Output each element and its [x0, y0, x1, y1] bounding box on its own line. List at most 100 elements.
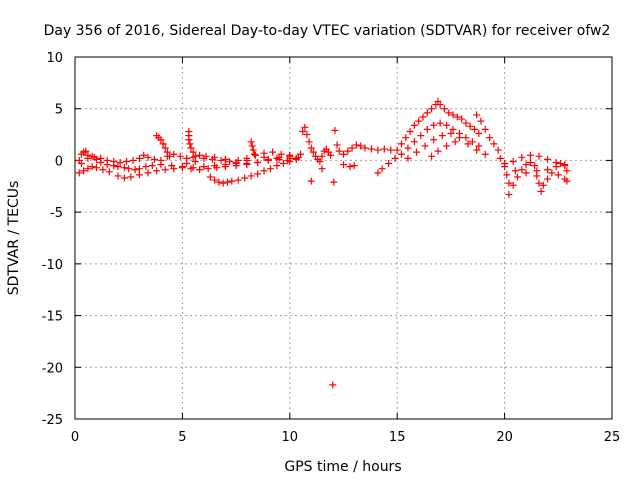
data-point	[82, 147, 90, 155]
data-point	[327, 151, 335, 159]
data-point	[161, 144, 169, 152]
data-point	[505, 191, 513, 199]
data-point	[211, 176, 219, 184]
x-tick-label: 20	[496, 430, 513, 445]
data-point	[228, 177, 236, 185]
data-point	[475, 130, 483, 138]
data-point	[393, 146, 401, 154]
data-point	[217, 156, 225, 164]
data-point	[458, 115, 466, 123]
data-point	[475, 142, 483, 150]
data-point	[397, 150, 405, 158]
data-point	[144, 169, 152, 177]
data-point	[307, 177, 315, 185]
data-point	[123, 157, 131, 165]
data-point	[329, 381, 337, 389]
data-point	[191, 157, 199, 165]
data-point	[374, 146, 382, 154]
data-point	[186, 140, 194, 148]
data-point	[99, 166, 107, 174]
data-point	[544, 155, 552, 163]
data-point	[445, 109, 453, 117]
data-point	[204, 165, 212, 173]
data-point	[415, 117, 423, 125]
data-point	[279, 160, 287, 168]
data-point	[438, 132, 446, 140]
data-point	[344, 147, 352, 155]
x-axis-ticks: 0 5 10 15 20 25	[71, 57, 620, 445]
data-point	[464, 140, 472, 148]
data-point	[428, 152, 436, 160]
data-point	[226, 157, 234, 165]
data-point	[131, 166, 139, 174]
data-point	[348, 144, 356, 152]
data-point	[120, 164, 128, 172]
data-point	[391, 154, 399, 162]
data-point	[187, 144, 195, 152]
data-point	[361, 144, 369, 152]
data-point	[548, 169, 556, 177]
data-point	[301, 123, 309, 131]
data-point	[477, 117, 485, 125]
data-point	[563, 167, 571, 175]
data-point	[522, 161, 530, 169]
y-tick-label: -15	[42, 310, 63, 325]
y-tick-label: 0	[55, 154, 63, 169]
data-point	[187, 165, 195, 173]
data-point	[273, 162, 281, 170]
data-point	[387, 146, 395, 154]
data-point	[423, 125, 431, 133]
data-point	[75, 169, 83, 177]
data-point	[150, 155, 158, 163]
data-point	[404, 154, 412, 162]
data-point	[215, 178, 223, 186]
data-point	[142, 163, 150, 171]
data-point	[157, 136, 165, 144]
grid-lines	[75, 57, 612, 419]
data-point	[449, 111, 457, 119]
data-point	[511, 167, 519, 175]
data-point	[161, 166, 169, 174]
x-tick-label: 0	[71, 430, 79, 445]
data-point	[120, 174, 128, 182]
data-point	[333, 141, 341, 149]
data-point	[92, 164, 100, 172]
data-point	[125, 165, 133, 173]
data-point	[421, 142, 429, 150]
data-point	[264, 155, 272, 163]
data-point	[533, 167, 541, 175]
data-point	[436, 119, 444, 127]
data-point	[518, 153, 526, 161]
data-point	[378, 165, 386, 173]
data-point	[535, 179, 543, 187]
y-axis-ticks: 10 5 0 -5 -10 -15 -20 -25	[42, 51, 612, 428]
data-point	[335, 147, 343, 155]
data-point	[105, 168, 113, 176]
data-point	[297, 150, 305, 158]
data-point	[213, 164, 221, 172]
data-point	[537, 187, 545, 195]
data-point	[135, 165, 143, 173]
data-point	[544, 175, 552, 183]
data-point	[417, 132, 425, 140]
data-point	[135, 171, 143, 179]
data-point	[114, 163, 122, 171]
data-point	[430, 121, 438, 129]
data-point	[200, 163, 208, 171]
data-point	[350, 162, 358, 170]
data-point	[526, 158, 534, 166]
x-tick-label: 15	[389, 430, 406, 445]
data-point	[178, 164, 186, 172]
data-point	[219, 179, 227, 187]
data-point	[423, 109, 431, 117]
data-point	[522, 169, 530, 177]
data-point	[430, 136, 438, 144]
data-point	[471, 125, 479, 133]
data-point	[526, 151, 534, 159]
data-point	[367, 145, 375, 153]
data-point	[153, 167, 161, 175]
y-tick-label: -5	[50, 206, 63, 221]
data-point	[518, 166, 526, 174]
data-point	[406, 127, 414, 135]
